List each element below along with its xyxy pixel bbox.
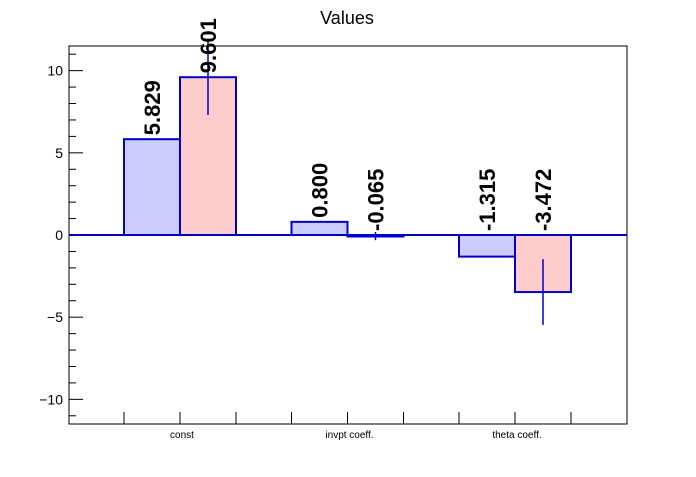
category-label: invpt coeff. (325, 430, 373, 441)
data-label: -0.065 (364, 169, 389, 231)
y-tick-label: −5 (47, 309, 63, 325)
y-tick-label: −10 (39, 391, 63, 407)
data-label: -1.315 (475, 169, 500, 231)
data-label: 9.601 (196, 18, 221, 73)
data-label: -3.472 (531, 169, 556, 231)
data-label: 5.829 (140, 80, 165, 135)
bar (290, 220, 349, 236)
bar (123, 138, 181, 236)
y-tick-label: 5 (55, 145, 63, 161)
data-label: 0.800 (308, 163, 333, 218)
bar (458, 234, 516, 258)
y-tick-label: 10 (47, 63, 63, 79)
y-tick-label: 0 (55, 227, 63, 243)
category-label: const (170, 430, 194, 441)
category-label: theta coeff. (492, 430, 541, 441)
chart-title: Values (320, 8, 374, 28)
